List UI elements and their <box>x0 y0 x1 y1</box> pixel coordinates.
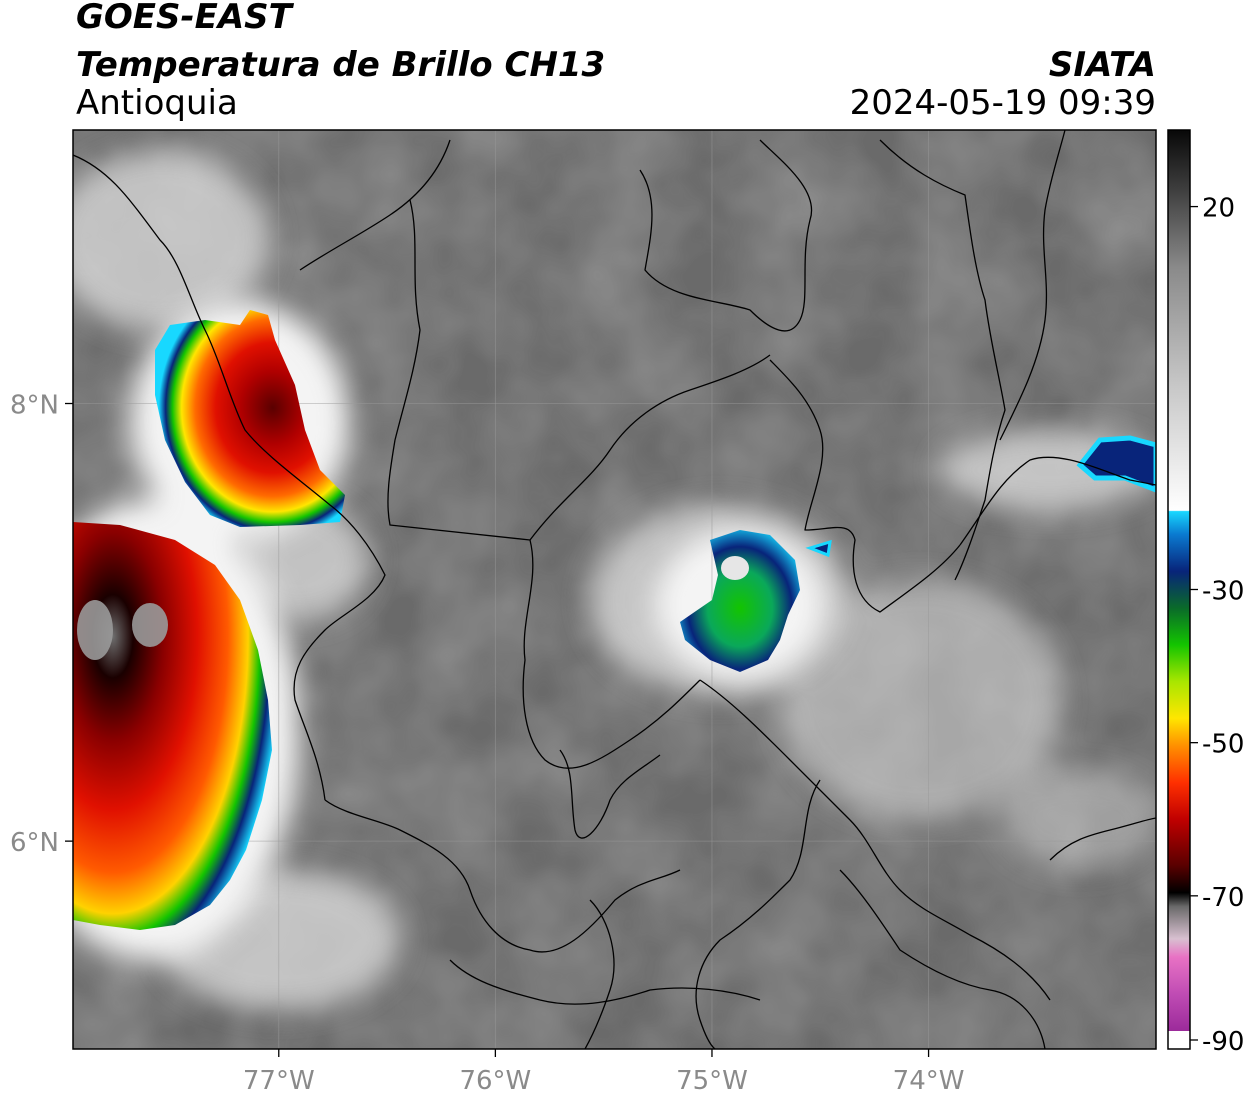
colorbar-tick-label: -30 <box>1202 577 1244 607</box>
lon-tick-label: 74°W <box>893 1066 965 1096</box>
storm-cell-choco <box>73 522 272 930</box>
title-satellite: GOES-EAST <box>76 0 292 37</box>
colorbar-gradient <box>1168 130 1190 1049</box>
colorbar-ticks: 20 -30 -50 -70 -90 <box>1190 194 1244 1057</box>
colorbar: 20 -30 -50 -70 -90 <box>1167 129 1244 1057</box>
title-product: Temperatura de Brillo CH13 <box>76 45 606 85</box>
storm-core-peaks <box>77 600 168 660</box>
colorbar-tick-label: -90 <box>1202 1027 1244 1057</box>
title-region: Antioquia <box>76 83 238 123</box>
lon-tick-label: 76°W <box>459 1066 531 1096</box>
latitude-tick-labels: 8°N 6°N <box>10 391 73 858</box>
colorbar-tick-label: -50 <box>1202 730 1244 760</box>
gridlines <box>73 130 1156 1049</box>
storm-eye <box>721 556 749 580</box>
storm-cell-uraba <box>155 310 345 527</box>
colorbar-under-swatch <box>1168 1031 1190 1049</box>
storm-cell-east <box>1076 435 1156 493</box>
lon-tick-label: 77°W <box>243 1066 315 1096</box>
organization-label: SIATA <box>1048 45 1156 85</box>
datetime-label: 2024-05-19 09:39 <box>849 83 1156 123</box>
map-frame <box>72 129 1157 1050</box>
lat-tick-label: 6°N <box>10 828 59 858</box>
colorbar-tick-label: -70 <box>1202 883 1244 913</box>
longitude-tick-labels: 77°W 76°W 75°W 74°W <box>243 1049 965 1096</box>
colorbar-tick-label: 20 <box>1202 194 1235 224</box>
storm-cell-central <box>680 530 800 672</box>
lat-tick-label: 8°N <box>10 391 59 421</box>
lon-tick-label: 75°W <box>676 1066 748 1096</box>
storm-cell-small <box>805 539 832 558</box>
boundary-lines <box>73 130 1156 1049</box>
